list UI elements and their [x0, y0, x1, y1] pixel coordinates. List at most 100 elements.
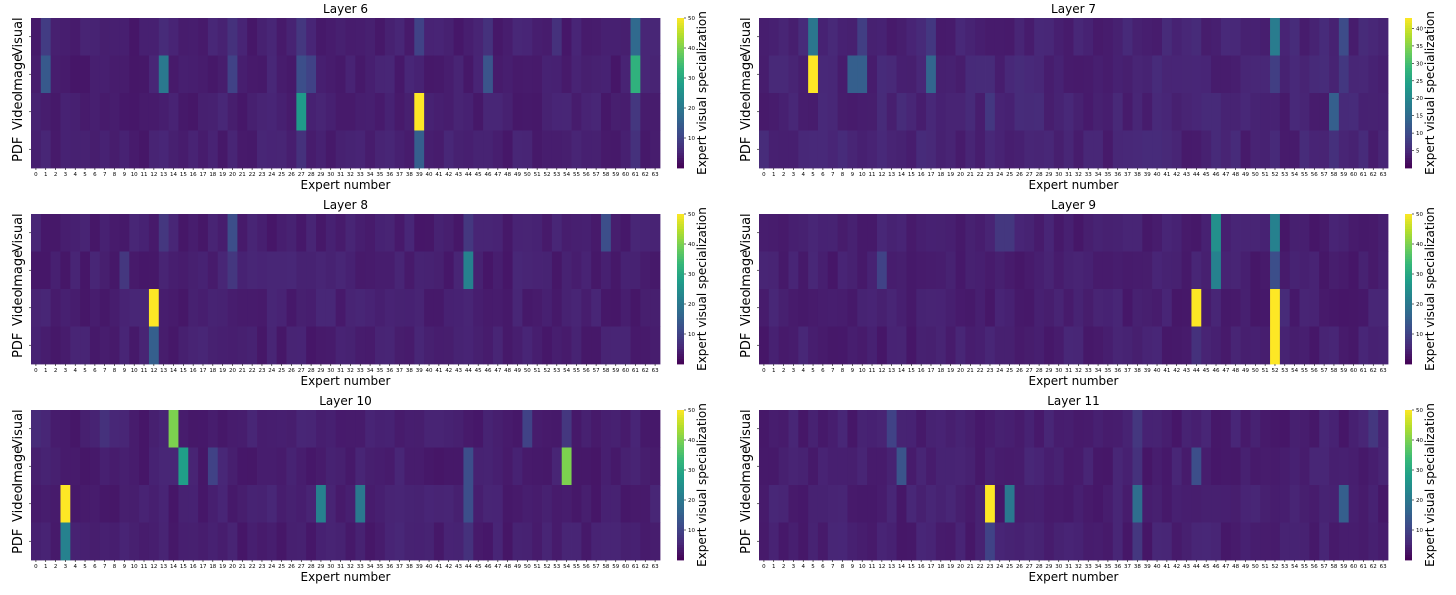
heatmap-cell	[306, 326, 317, 365]
heatmap-cell	[443, 326, 455, 365]
heatmap-cell	[502, 485, 513, 523]
heatmap-cell	[266, 289, 278, 327]
heatmap-cell	[31, 130, 42, 169]
x-tick-label: 40	[1154, 368, 1161, 374]
x-tick-label: 27	[1026, 172, 1033, 178]
heatmap-cell	[759, 93, 770, 131]
heatmap-cell	[1132, 251, 1143, 290]
heatmap-cell	[1250, 522, 1261, 561]
heatmap-cell	[522, 289, 533, 327]
heatmap-cell	[394, 485, 405, 523]
colorbar-segment	[677, 510, 684, 513]
heatmap-cell	[886, 93, 897, 131]
heatmap-cell	[817, 18, 829, 56]
heatmap-cell	[1348, 326, 1359, 365]
heatmap-cell	[306, 55, 317, 94]
heatmap-cell	[1152, 130, 1163, 169]
x-tick-label: 9	[123, 368, 127, 374]
heatmap-cell	[886, 485, 897, 523]
heatmap-cell	[778, 214, 789, 252]
colorbar-segment	[677, 234, 684, 237]
x-tick-label: 63	[1380, 564, 1387, 570]
heatmap-cell	[296, 55, 307, 94]
heatmap-cell	[1132, 130, 1143, 169]
row-label: Image	[11, 250, 26, 291]
colorbar-segment	[1405, 326, 1412, 330]
heatmap-cell	[1378, 55, 1389, 94]
colorbar-segment	[1405, 430, 1412, 433]
heatmap-cell	[227, 130, 238, 169]
heatmap-cell	[847, 326, 858, 365]
heatmap-cell	[1201, 214, 1212, 252]
x-tick-label: 51	[1262, 368, 1269, 374]
heatmap-cell	[994, 485, 1006, 523]
x-tick-label: 53	[1281, 172, 1288, 178]
heatmap-cell	[1279, 289, 1291, 327]
x-tick-label: 38	[1134, 368, 1141, 374]
heatmap-cell	[50, 447, 61, 486]
heatmap-cell	[1230, 485, 1241, 523]
x-tick-label: 0	[762, 564, 766, 570]
heatmap-cell	[857, 130, 868, 169]
panel-title: Layer 10	[319, 394, 372, 408]
x-tick-label: 21	[967, 368, 974, 374]
heatmap-cell	[759, 130, 770, 169]
heatmap-cell	[1034, 55, 1045, 94]
colorbar-segment	[677, 500, 684, 503]
colorbar-segment	[1405, 525, 1412, 528]
x-tick-label: 60	[1350, 172, 1357, 178]
heatmap-cell	[1083, 410, 1094, 448]
heatmap-cell	[985, 485, 996, 523]
colorbar-segment	[1405, 48, 1412, 51]
heatmap-cell	[759, 326, 770, 365]
heatmap-cell	[129, 251, 140, 290]
heatmap-cell	[1358, 522, 1369, 561]
heatmap-cell	[926, 447, 937, 486]
x-tick-label: 42	[445, 172, 452, 178]
heatmap-cell	[168, 485, 179, 523]
colorbar-segment	[677, 326, 684, 330]
heatmap-cell	[896, 93, 907, 131]
x-tick-label: 16	[918, 368, 925, 374]
x-tick-label: 1	[772, 172, 776, 178]
x-tick-label: 29	[1045, 368, 1052, 374]
heatmap-cell	[384, 251, 396, 290]
heatmap-cell	[1299, 93, 1310, 131]
heatmap-cell	[965, 289, 976, 327]
heatmap-cell	[1093, 485, 1104, 523]
colorbar-segment	[1405, 120, 1412, 124]
heatmap-cell	[217, 289, 228, 327]
heatmap-cell	[610, 522, 622, 561]
colorbar-segment	[1405, 226, 1412, 230]
x-tick-label: 5	[811, 172, 815, 178]
heatmap-cell	[1309, 55, 1320, 94]
heatmap-cell	[788, 55, 799, 94]
heatmap-cell	[335, 130, 346, 169]
heatmap-cell	[1102, 251, 1114, 290]
heatmap-cell	[867, 214, 878, 252]
x-tick-label: 9	[851, 172, 855, 178]
heatmap-cell	[906, 55, 917, 94]
heatmap-cell	[1240, 485, 1251, 523]
colorbar-segment	[1405, 236, 1412, 240]
heatmap-cell	[630, 410, 641, 448]
heatmap-cell	[188, 410, 199, 448]
heatmap-cell	[857, 214, 868, 252]
heatmap-cell	[1063, 326, 1074, 365]
x-tick-label: 56	[1311, 368, 1318, 374]
heatmap-cell	[217, 130, 228, 169]
x-tick-label: 11	[869, 172, 876, 178]
heatmap-cell	[207, 130, 219, 169]
x-tick-label: 39	[1144, 172, 1151, 178]
x-tick-label: 37	[396, 368, 403, 374]
heatmap-cell	[1102, 289, 1114, 327]
heatmap-cell	[296, 522, 307, 561]
colorbar-segment	[677, 527, 684, 531]
heatmap-cell	[1299, 410, 1310, 448]
heatmap-cell	[443, 214, 455, 252]
x-tick-label: 6	[821, 564, 825, 570]
x-tick-label: 20	[229, 368, 236, 374]
colorbar-segment	[1405, 138, 1412, 141]
colorbar-segment	[1405, 314, 1412, 317]
